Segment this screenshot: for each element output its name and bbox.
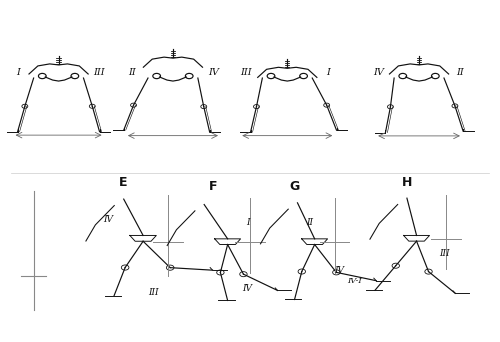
Text: H: H — [402, 176, 412, 189]
Text: I: I — [246, 218, 250, 227]
Text: IV: IV — [104, 215, 114, 224]
Text: G: G — [290, 180, 300, 193]
Text: E: E — [119, 176, 128, 189]
Text: I: I — [326, 68, 330, 77]
Text: I: I — [16, 68, 20, 77]
Text: IV: IV — [208, 68, 220, 77]
Text: F: F — [208, 180, 217, 193]
Text: II: II — [306, 218, 313, 227]
Text: III: III — [438, 249, 449, 258]
Text: IV: IV — [372, 68, 384, 77]
Text: III: III — [240, 68, 252, 77]
Text: III: III — [94, 68, 106, 77]
Text: IV: IV — [242, 285, 252, 293]
Text: II: II — [456, 68, 464, 77]
Text: III: III — [148, 288, 158, 297]
Text: IV: IV — [334, 266, 344, 275]
Text: IV-I: IV-I — [347, 277, 362, 285]
Text: II: II — [128, 68, 136, 77]
